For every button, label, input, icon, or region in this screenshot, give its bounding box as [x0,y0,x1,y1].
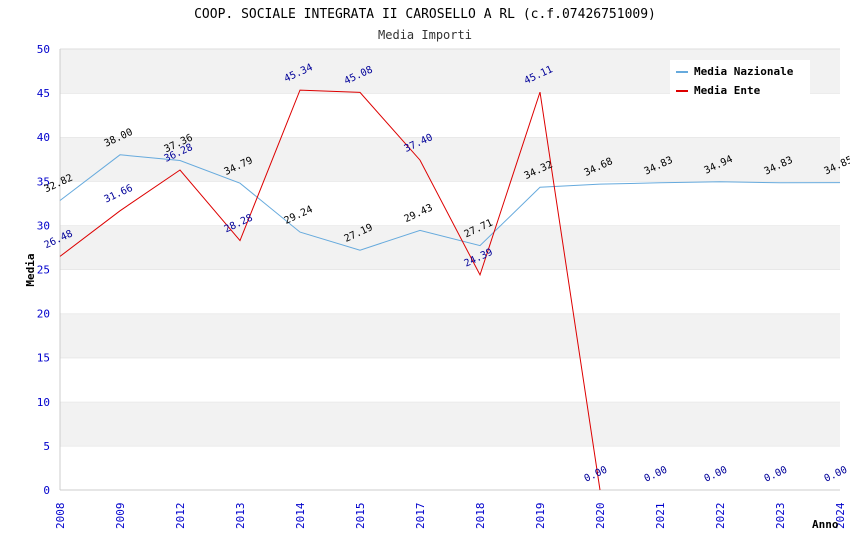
y-tick-label: 15 [37,352,50,365]
series-line-media-ente [59,89,601,491]
y-tick-label: 25 [37,264,50,277]
legend: Media Nazionale Media Ente [670,60,810,98]
y-tick-label: 35 [37,175,50,188]
x-tick-label: 2024 [834,502,847,529]
x-axis-label: Anno [812,518,839,531]
y-tick-label: 20 [37,308,50,321]
x-tick-label: 2021 [654,503,667,530]
x-tick-label: 2023 [774,503,787,530]
x-tick-label: 2008 [54,503,67,530]
x-tick-label: 2019 [534,503,547,530]
grid-band [60,401,840,446]
grid-band [60,313,840,358]
x-tick-label: 2014 [294,502,307,529]
grid-band [60,445,840,490]
y-tick-label: 45 [37,87,50,100]
x-tick-label: 2017 [414,503,427,530]
grid-band [60,269,840,314]
x-tick-label: 2018 [474,503,487,530]
y-tick-label: 30 [37,219,50,232]
y-tick-label: 40 [37,131,50,144]
grid-band [60,225,840,270]
x-axis-ticks: 2008 2009 2012 2013 2014 2015 2017 2018 2019 2020… [54,502,847,529]
chart-subtitle: Media Importi [378,28,472,42]
x-tick-label: 2013 [234,503,247,530]
y-tick-label: 10 [37,396,50,409]
x-tick-label: 2022 [714,503,727,530]
y-axis-label: Media [24,253,37,286]
y-tick-label: 5 [43,440,50,453]
series-line-media-nazionale [59,154,841,251]
x-tick-label: 2015 [354,503,367,530]
grid-bands [59,48,840,491]
x-tick-label: 2012 [174,503,187,530]
grid-band [60,93,840,138]
series-lines [59,89,841,491]
grid-band [60,137,840,182]
chart-title: COOP. SOCIALE INTEGRATA II CAROSELLO A R… [194,7,656,22]
y-tick-label: 0 [43,484,50,497]
grid-band [60,181,840,226]
y-axis-ticks: 0 5 10 15 20 25 30 35 40 45 50 [37,43,50,497]
x-tick-label: 2009 [114,503,127,530]
y-tick-label: 50 [37,43,50,56]
grid-band [60,357,840,402]
legend-label-media-nazionale: Media Nazionale [694,65,794,78]
x-tick-label: 2020 [594,503,607,530]
legend-label-media-ente: Media Ente [694,84,761,97]
legend-box [670,60,810,98]
